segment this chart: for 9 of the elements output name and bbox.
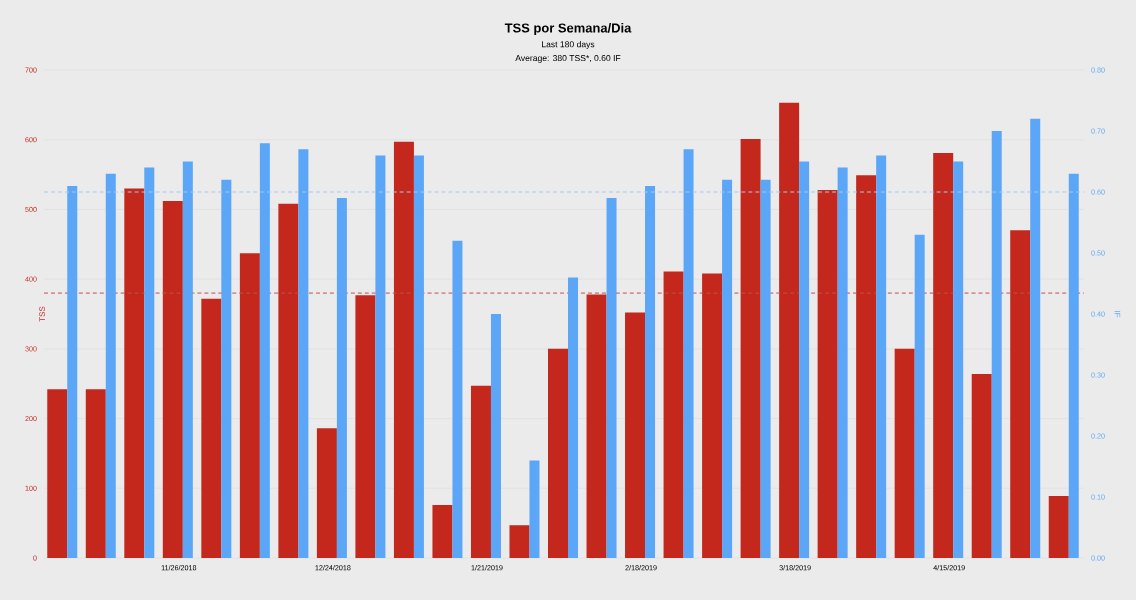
bar <box>67 185 78 558</box>
bar <box>529 460 540 558</box>
bar <box>1048 495 1069 558</box>
bar <box>105 173 116 558</box>
bar <box>1068 173 1079 558</box>
bar <box>336 198 347 558</box>
bar <box>432 505 453 558</box>
bar <box>452 240 463 558</box>
bar <box>991 131 1002 558</box>
